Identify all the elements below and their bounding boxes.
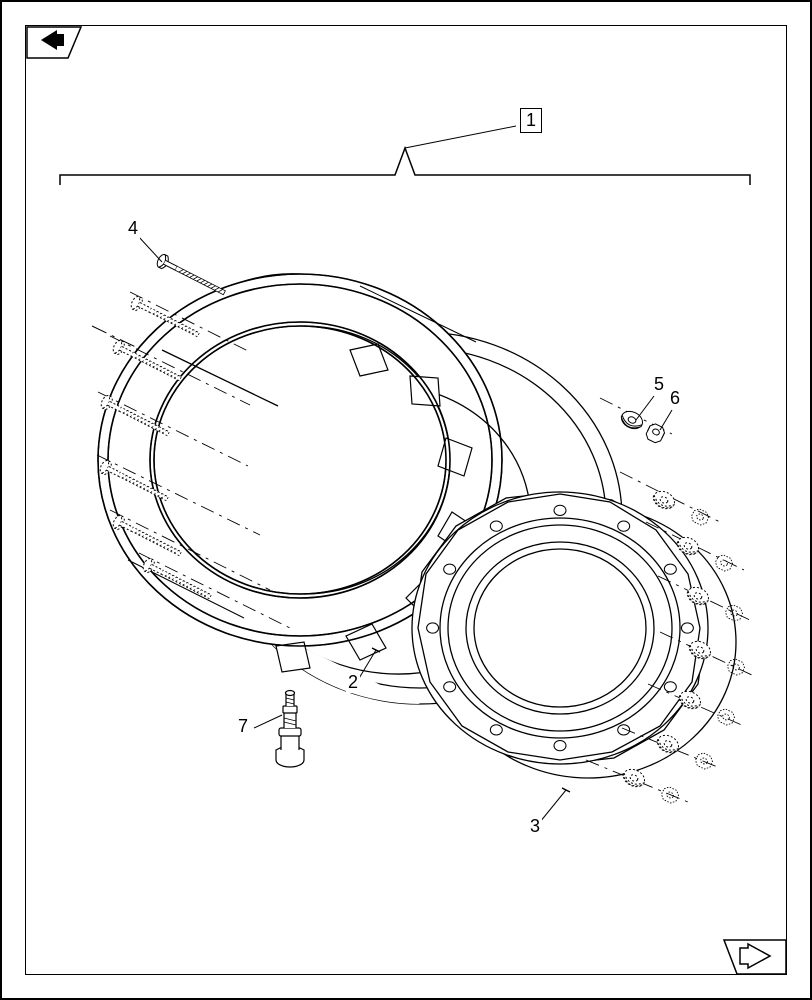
callout-5: 5 bbox=[652, 374, 666, 395]
callout-1-label: 1 bbox=[520, 108, 542, 133]
callout-1: 1 bbox=[518, 108, 544, 133]
callout-4: 4 bbox=[126, 218, 140, 239]
valve-stem bbox=[276, 691, 304, 768]
callout-2: 2 bbox=[346, 672, 360, 693]
callout-7: 7 bbox=[236, 716, 250, 737]
diagram-page: 1 2 3 4 5 6 7 bbox=[0, 0, 812, 1000]
exploded-drawing bbox=[0, 0, 812, 1000]
callout-3: 3 bbox=[528, 816, 542, 837]
callout-6: 6 bbox=[668, 388, 682, 409]
wheel-disc bbox=[412, 492, 736, 778]
